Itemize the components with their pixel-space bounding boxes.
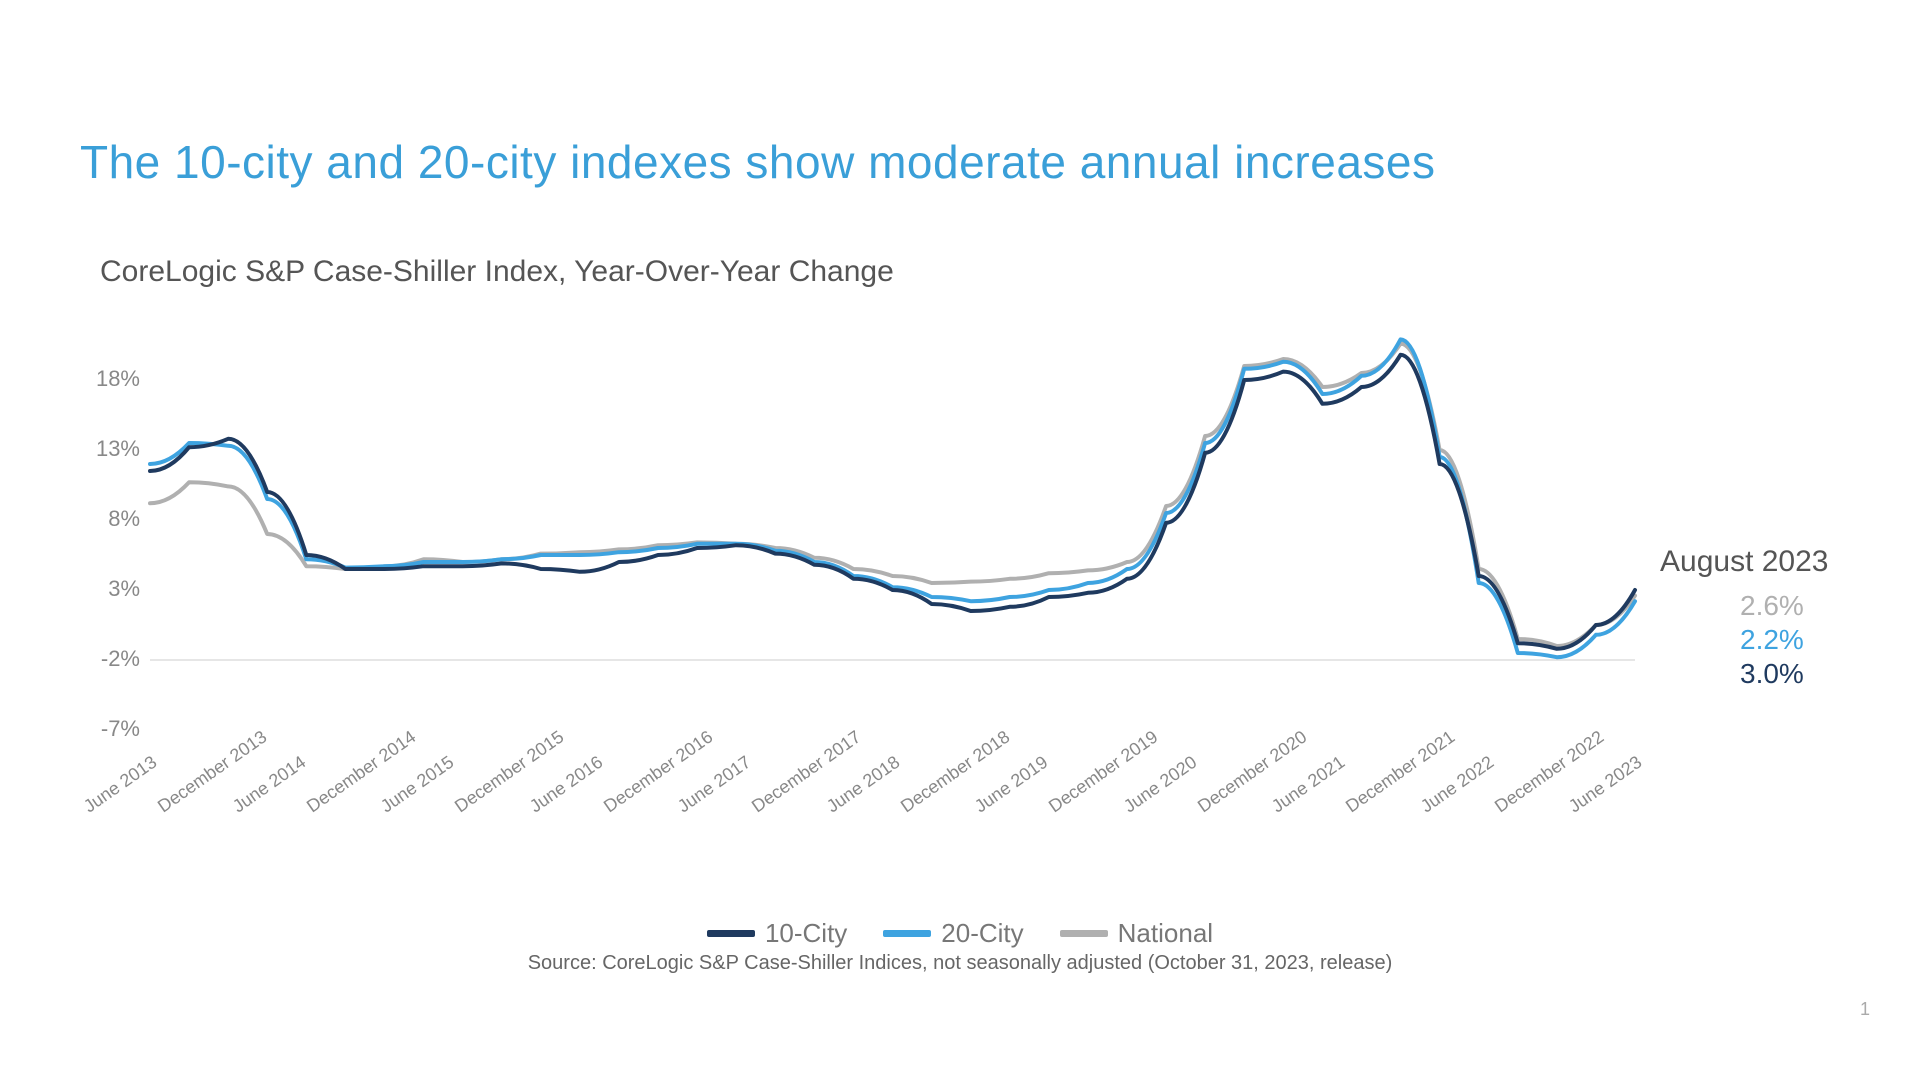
legend-swatch (707, 930, 755, 937)
legend-swatch (1060, 930, 1108, 937)
legend-item: 10-City (707, 918, 847, 949)
callout-value: 3.0% (1740, 658, 1804, 690)
legend: 10-City 20-City National (0, 913, 1920, 949)
legend-label: National (1118, 918, 1213, 949)
y-tick-label: 3% (80, 576, 140, 602)
page-title: The 10-city and 20-city indexes show mod… (80, 135, 1436, 189)
line-chart (100, 300, 1640, 740)
source-text: Source: CoreLogic S&P Case-Shiller Indic… (0, 952, 1920, 975)
legend-item: 20-City (883, 918, 1023, 949)
y-tick-label: 18% (80, 366, 140, 392)
legend-swatch (883, 930, 931, 937)
x-tick-label: June 2013 (80, 752, 161, 817)
y-tick-label: 8% (80, 506, 140, 532)
callout-value: 2.2% (1740, 624, 1804, 656)
page-number: 1 (1860, 999, 1870, 1020)
legend-item: National (1060, 918, 1213, 949)
y-tick-label: -2% (80, 646, 140, 672)
callout-title: August 2023 (1660, 545, 1828, 579)
chart-svg (100, 300, 1640, 740)
legend-label: 10-City (765, 918, 847, 949)
callout-value: 2.6% (1740, 590, 1804, 622)
y-tick-label: 13% (80, 436, 140, 462)
y-tick-label: -7% (80, 716, 140, 742)
legend-label: 20-City (941, 918, 1023, 949)
chart-subtitle: CoreLogic S&P Case-Shiller Index, Year-O… (100, 255, 894, 289)
